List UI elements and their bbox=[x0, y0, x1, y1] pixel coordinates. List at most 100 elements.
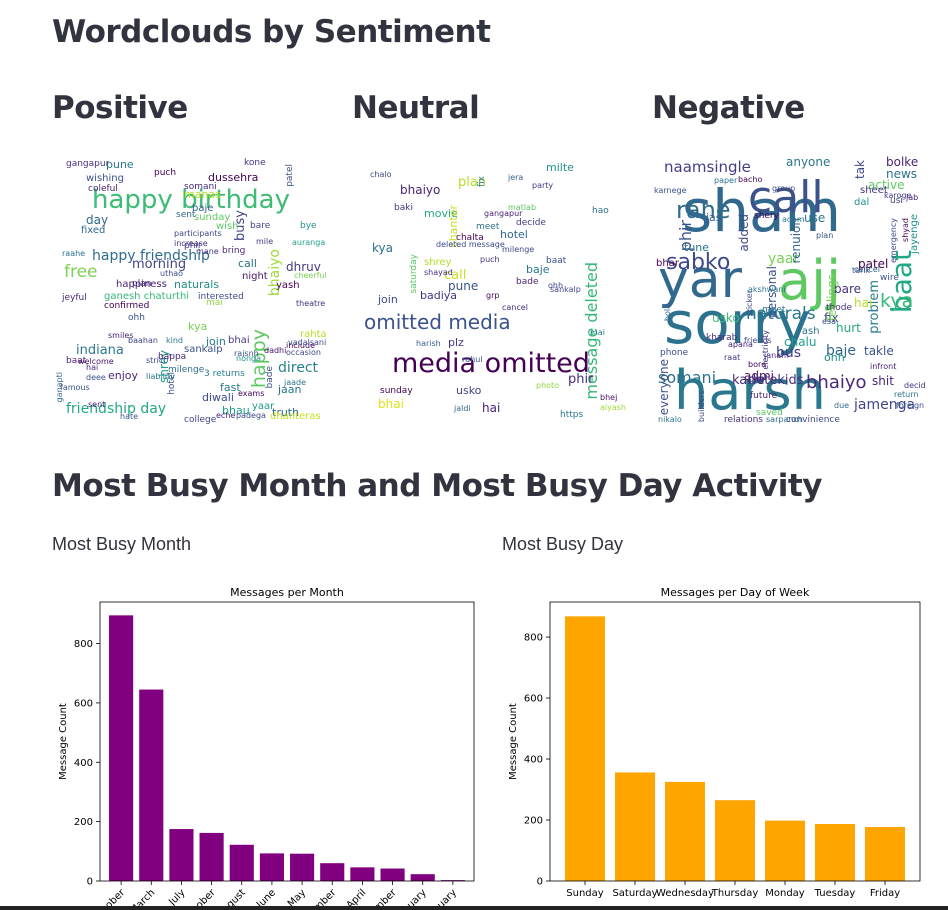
positive-word: ohh bbox=[128, 313, 145, 323]
positive-word: morning bbox=[132, 257, 187, 272]
positive-word: fixed bbox=[81, 225, 106, 236]
positive-word: baat bbox=[66, 356, 87, 366]
negative-word: rahe bbox=[676, 196, 731, 224]
neutral-word: baat bbox=[546, 256, 567, 266]
neutral-word: hai bbox=[482, 401, 501, 415]
bar bbox=[109, 615, 134, 881]
positive-word: happy birthday bbox=[92, 185, 290, 215]
positive-word: jeyful bbox=[62, 293, 87, 303]
neutral-word: hotel bbox=[500, 228, 528, 241]
bar bbox=[715, 800, 755, 881]
negative-word: fix bbox=[824, 311, 839, 325]
positive-word: aurangabad bbox=[292, 238, 326, 247]
positive-word: increase bbox=[174, 239, 208, 248]
positive-word: friendship day bbox=[66, 401, 167, 417]
negative-word: renuion bbox=[789, 218, 803, 264]
negative-word: added bbox=[737, 214, 751, 252]
neutral-word: cancel bbox=[502, 303, 528, 312]
bar bbox=[259, 853, 284, 881]
bar bbox=[199, 832, 224, 881]
neutral-word: usko bbox=[456, 384, 482, 397]
y-tick-label: 600 bbox=[524, 694, 543, 705]
plot-frame bbox=[99, 601, 475, 882]
neutral-word: media omitted bbox=[392, 348, 590, 379]
negative-word: jamenga bbox=[854, 397, 916, 413]
positive-word: uthao bbox=[160, 269, 184, 278]
negative-word: tarik bbox=[852, 266, 871, 275]
negative-word: esa bbox=[822, 317, 836, 326]
y-tick-label: 400 bbox=[524, 755, 543, 766]
negative-word: jayenge bbox=[909, 214, 920, 254]
bottom-divider bbox=[0, 906, 948, 910]
positive-word: vadalsani bbox=[288, 338, 326, 347]
negative-word: meet bbox=[762, 305, 786, 315]
positive-word: exams bbox=[238, 389, 265, 398]
positive-word: deee bbox=[86, 373, 106, 382]
negative-word: call bbox=[748, 172, 824, 223]
negative-word: grp bbox=[748, 374, 765, 385]
neutral-word: sunday bbox=[380, 386, 413, 396]
negative-word: bhaiyo bbox=[806, 372, 867, 393]
neutral-word: saturday bbox=[409, 254, 419, 294]
negative-word: dal bbox=[854, 197, 870, 208]
x-tick-label: Sunday bbox=[566, 888, 603, 899]
neutral-title: Neutral bbox=[352, 90, 480, 126]
negative-word: admi bbox=[744, 369, 774, 383]
negative-word: anyone bbox=[786, 155, 831, 169]
positive-word: jaade bbox=[284, 378, 307, 387]
messages-per-month-chart: Messages per Month Message Count 0 200 400 60… bbox=[58, 586, 475, 910]
neutral-word: harish bbox=[416, 339, 441, 348]
x-tick-label: Monday bbox=[765, 888, 805, 899]
neutral-word: badiya bbox=[420, 289, 458, 302]
negative-word: bhar bbox=[656, 258, 679, 269]
negative-word: yash bbox=[796, 326, 820, 337]
negative-word: hai bbox=[854, 296, 873, 310]
bar bbox=[440, 880, 465, 881]
negative-word: use bbox=[804, 211, 826, 225]
y-axis-label: Message Count bbox=[58, 703, 69, 780]
positive-word: coleful bbox=[88, 184, 118, 194]
positive-word: mane bbox=[196, 247, 219, 256]
positive-word: interested bbox=[198, 292, 244, 302]
neutral-word: shrey bbox=[424, 257, 452, 268]
positive-word: baje bbox=[192, 203, 214, 214]
positive-word: strict bbox=[146, 356, 167, 365]
negative-wordcloud: sham sorry harsh yar ajj call baat sabko rahe naa… bbox=[654, 154, 926, 426]
bar bbox=[169, 829, 194, 881]
negative-word: takle bbox=[864, 344, 894, 358]
positive-word: sunday bbox=[194, 212, 231, 223]
section-title-busy: Most Busy Month and Most Busy Day Activi… bbox=[52, 468, 822, 504]
positive-word: yaar bbox=[252, 401, 275, 412]
negative-title: Negative bbox=[652, 90, 805, 126]
negative-word: sticker bbox=[745, 290, 754, 317]
positive-word: liability bbox=[146, 372, 175, 381]
positive-word: mile bbox=[256, 237, 274, 246]
y-tick-label: 600 bbox=[74, 698, 93, 709]
negative-word: naamsingle bbox=[664, 158, 751, 176]
neutral-word: pune bbox=[448, 279, 479, 293]
positive-word: famous bbox=[60, 383, 90, 392]
negative-word: raat bbox=[724, 353, 741, 362]
bar bbox=[350, 867, 375, 881]
positive-word: rajsnh bbox=[234, 349, 259, 358]
positive-word: sent bbox=[176, 210, 196, 220]
positive-word: bappa bbox=[158, 352, 187, 362]
positive-word: include bbox=[286, 341, 315, 350]
neutral-word: bhej bbox=[600, 393, 618, 402]
neutral-word: chalta bbox=[456, 233, 484, 243]
negative-word: builders bbox=[697, 390, 706, 423]
chart-title: Messages per Month bbox=[230, 586, 344, 599]
negative-word: bore bbox=[748, 360, 767, 369]
neutral-word: plan bbox=[458, 175, 487, 190]
neutral-word: baje bbox=[526, 263, 550, 276]
positive-word: bring bbox=[222, 246, 246, 256]
positive-word: bhau bbox=[222, 404, 250, 417]
negative-word: tune bbox=[684, 241, 710, 254]
positive-word: rahta bbox=[300, 329, 326, 340]
positive-word: wish bbox=[216, 221, 239, 232]
positive-word: yash bbox=[276, 280, 300, 291]
positive-word: dussehra bbox=[208, 171, 259, 184]
neutral-word: milenge bbox=[502, 245, 535, 254]
neutral-word: deleted message bbox=[436, 240, 505, 249]
positive-word: occasion bbox=[286, 348, 321, 357]
